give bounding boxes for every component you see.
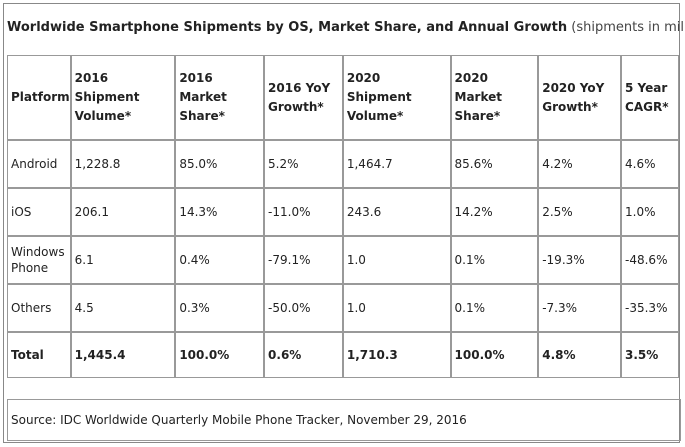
header-cell: 5 Year CAGR*: [621, 55, 679, 140]
header-cell: 2020 Shipment Volume*: [342, 55, 451, 140]
data-cell: 0.4%: [175, 236, 265, 284]
total-cell: 1,710.3: [342, 332, 451, 378]
data-cell: -50.0%: [264, 284, 343, 332]
shipments-table: Platform 2016 Shipment Volume* 2016 Market S…: [7, 55, 679, 378]
title-main: Worldwide Smartphone Shipments by OS, Ma…: [7, 20, 568, 35]
data-cell: -11.0%: [264, 188, 343, 236]
data-cell: 5.2%: [264, 140, 343, 188]
data-cell: 14.3%: [175, 188, 265, 236]
data-cell: 85.6%: [450, 140, 539, 188]
table-row: iOS 206.1 14.3% -11.0% 243.6 14.2% 2.5% …: [7, 188, 679, 236]
table-row: Android 1,228.8 85.0% 5.2% 1,464.7 85.6%…: [7, 140, 679, 188]
data-cell: 14.2%: [450, 188, 539, 236]
total-cell: 4.8%: [538, 332, 622, 378]
platform-cell: Android: [7, 140, 71, 188]
total-cell: 3.5%: [621, 332, 679, 378]
header-cell: 2016 YoY Growth*: [264, 55, 343, 140]
table-row: Others 4.5 0.3% -50.0% 1.0 0.1% -7.3% -3…: [7, 284, 679, 332]
table-row: Windows Phone 6.1 0.4% -79.1% 1.0 0.1% -1…: [7, 236, 679, 284]
header-cell: 2020 Market Share*: [450, 55, 539, 140]
data-cell: -19.3%: [538, 236, 622, 284]
total-cell: 1,445.4: [70, 332, 176, 378]
platform-cell: iOS: [7, 188, 71, 236]
total-row: Total 1,445.4 100.0% 0.6% 1,710.3 100.0%…: [7, 332, 679, 378]
data-cell: 0.3%: [175, 284, 265, 332]
data-cell: -79.1%: [264, 236, 343, 284]
data-cell: 2.5%: [538, 188, 622, 236]
data-cell: 6.1: [70, 236, 176, 284]
data-cell: -7.3%: [538, 284, 622, 332]
data-cell: -35.3%: [621, 284, 679, 332]
data-cell: 85.0%: [175, 140, 265, 188]
title-subtitle: (shipments in millions): [571, 20, 685, 35]
data-cell: 4.6%: [621, 140, 679, 188]
header-cell: Platform: [7, 55, 71, 140]
total-cell: 0.6%: [264, 332, 343, 378]
source-note: Source: IDC Worldwide Quarterly Mobile P…: [7, 399, 681, 441]
table-frame: Worldwide Smartphone Shipments by OS, Ma…: [3, 3, 685, 443]
table-title: Worldwide Smartphone Shipments by OS, Ma…: [7, 20, 685, 35]
total-label: Total: [7, 332, 71, 378]
data-cell: 1,464.7: [342, 140, 451, 188]
platform-cell: Others: [7, 284, 71, 332]
data-cell: 1.0: [342, 236, 451, 284]
header-cell: 2020 YoY Growth*: [538, 55, 622, 140]
header-cell: 2016 Shipment Volume*: [70, 55, 176, 140]
data-cell: 1,228.8: [70, 140, 176, 188]
data-cell: -48.6%: [621, 236, 679, 284]
header-row: Platform 2016 Shipment Volume* 2016 Market S…: [7, 55, 679, 140]
total-cell: 100.0%: [175, 332, 265, 378]
data-cell: 206.1: [70, 188, 176, 236]
data-cell: 1.0: [342, 284, 451, 332]
data-cell: 0.1%: [450, 236, 539, 284]
data-cell: 0.1%: [450, 284, 539, 332]
data-cell: 1.0%: [621, 188, 679, 236]
data-cell: 243.6: [342, 188, 451, 236]
data-cell: 4.5: [70, 284, 176, 332]
data-cell: 4.2%: [538, 140, 622, 188]
platform-cell: Windows Phone: [7, 236, 71, 284]
total-cell: 100.0%: [450, 332, 539, 378]
header-cell: 2016 Market Share*: [175, 55, 265, 140]
